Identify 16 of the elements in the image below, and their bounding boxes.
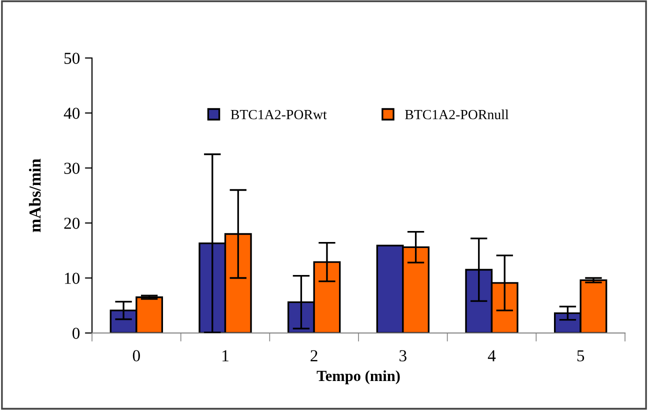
legend-label: BTC1A2-PORnull <box>405 110 509 120</box>
x-tick-label: 2 <box>310 350 318 362</box>
legend-label: BTC1A2-PORwt <box>230 110 327 120</box>
y-tick-label: 0 <box>72 328 80 339</box>
x-tick-label: 5 <box>577 350 584 362</box>
x-axis-title: Tempo (min) <box>316 370 400 384</box>
x-tick-label: 3 <box>400 350 406 362</box>
x-tick-label: 0 <box>132 350 140 362</box>
y-tick-label: 20 <box>64 218 80 229</box>
y-tick-label: 40 <box>64 108 80 119</box>
y-axis-title: mAbs/min <box>28 158 41 232</box>
x-tick-label: 4 <box>488 350 496 362</box>
x-tick-label: 1 <box>222 350 228 362</box>
y-tick-label: 30 <box>64 162 80 174</box>
y-tick-label: 50 <box>64 52 80 64</box>
y-tick-label: 10 <box>64 272 80 284</box>
